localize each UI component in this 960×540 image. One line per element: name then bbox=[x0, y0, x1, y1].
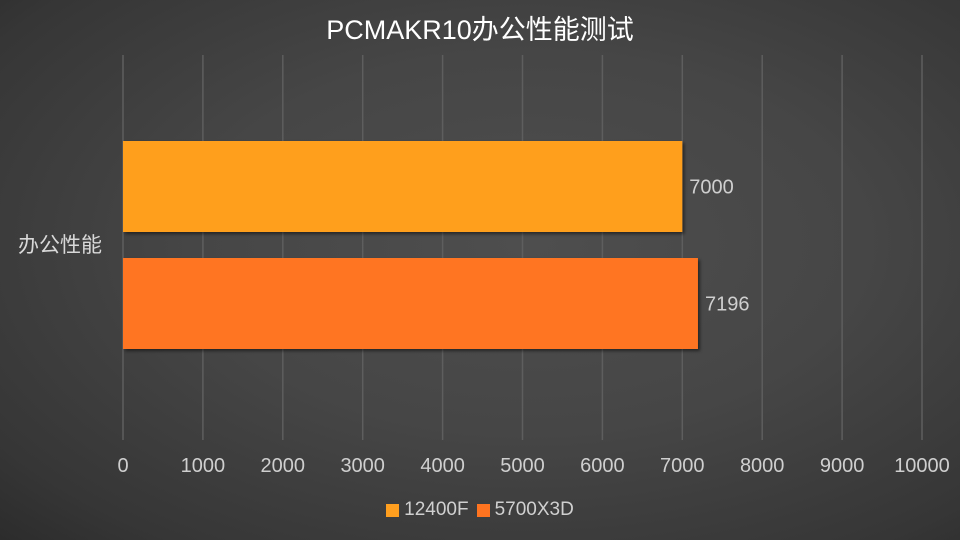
legend-swatch bbox=[386, 503, 400, 517]
legend-swatch bbox=[476, 503, 490, 517]
legend-label: 5700X3D bbox=[494, 499, 574, 520]
legend: 12400F 5700X3D bbox=[0, 499, 960, 521]
data-label: 7000 bbox=[689, 177, 734, 199]
legend-item: 5700X3D bbox=[476, 499, 574, 521]
x-tick-label: 0 bbox=[117, 455, 128, 477]
legend-item: 12400F bbox=[386, 499, 469, 521]
bar-5700X3D bbox=[123, 258, 698, 349]
data-label: 7196 bbox=[705, 294, 750, 316]
x-tick-label: 8000 bbox=[740, 455, 785, 477]
chart-title: PCMAKR10办公性能测试 bbox=[326, 15, 634, 45]
x-tick-label: 9000 bbox=[820, 455, 865, 477]
legend-label: 12400F bbox=[404, 499, 469, 520]
category-label: 办公性能 bbox=[18, 233, 102, 257]
x-tick-label: 4000 bbox=[420, 455, 465, 477]
x-tick-label: 10000 bbox=[894, 455, 950, 477]
x-tick-label: 2000 bbox=[261, 455, 306, 477]
x-tick-label: 7000 bbox=[660, 455, 705, 477]
x-tick-label: 3000 bbox=[340, 455, 385, 477]
x-tick-label: 5000 bbox=[500, 455, 545, 477]
x-tick-label: 6000 bbox=[580, 455, 625, 477]
x-tick-label: 1000 bbox=[181, 455, 226, 477]
bar-12400F bbox=[123, 141, 683, 232]
